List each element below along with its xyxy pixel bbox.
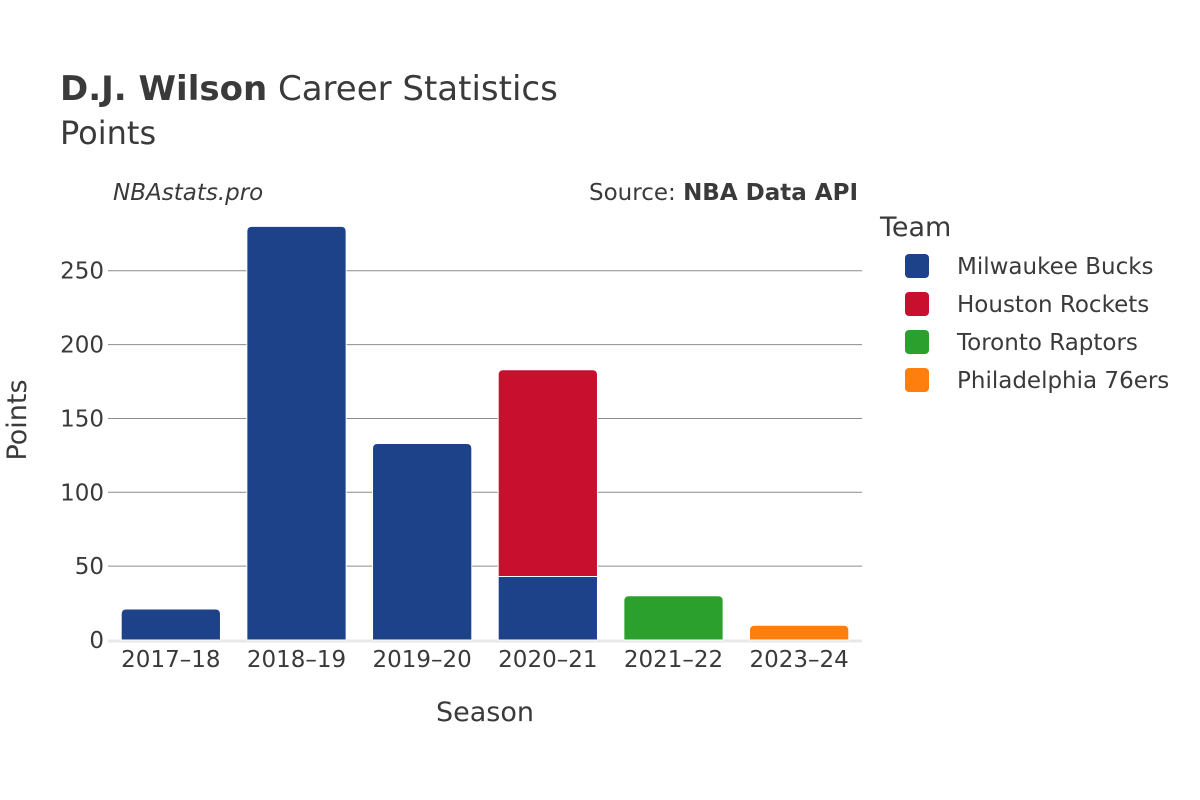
y-tick-label: 200 [60,333,104,359]
y-tick-label: 0 [89,628,104,654]
chart-subtitle: Points [60,114,156,152]
y-tick-labels: 0 50 100 150 200 250 [60,259,104,654]
y-tick-label: 250 [60,259,104,285]
x-tick-label: 2021–22 [624,647,723,673]
bar-2020–21-milwaukee-bucks [497,575,598,641]
legend-swatch [905,330,929,354]
grid-lines [108,270,862,643]
source-name: NBA Data API [683,180,858,206]
legend-label: Houston Rockets [957,292,1149,318]
bar-2021–22-toronto-raptors [623,595,724,641]
legend: Milwaukee Bucks Houston Rockets Toronto Ra… [905,254,1169,394]
legend-swatch [905,292,929,316]
x-tick-labels: 2017–18 2018–19 2019–20 2020–21 2021–22 2023–… [121,647,849,673]
bar-2017–18-milwaukee-bucks [120,608,221,641]
legend-swatch [905,368,929,392]
title-rest: Career Statistics [267,69,558,109]
bar-2019–20-milwaukee-bucks [372,443,473,641]
bars [120,225,850,641]
y-tick-label: 50 [75,554,104,580]
source-prefix: Source: [589,180,683,206]
legend-label: Milwaukee Bucks [957,254,1154,280]
legend-label: Philadelphia 76ers [957,368,1169,394]
bar-2023–24-philadelphia-76ers [749,624,850,641]
bar-2020–21-houston-rockets [497,369,598,577]
source-credit: Source: NBA Data API [589,180,858,206]
chart-title: D.J. Wilson Career Statistics [60,69,558,109]
y-tick-label: 150 [60,406,104,432]
watermark: NBAstats.pro [113,180,263,206]
x-tick-label: 2019–20 [373,647,472,673]
x-axis-title: Season [436,697,534,728]
legend-title: Team [879,212,951,243]
x-tick-label: 2023–24 [750,647,849,673]
title-player-name: D.J. Wilson [60,69,267,109]
x-tick-label: 2018–19 [247,647,346,673]
bar-2018–19-milwaukee-bucks [246,225,347,641]
legend-label: Toronto Raptors [956,330,1138,356]
y-axis-title: Points [2,379,33,460]
x-tick-label: 2020–21 [498,647,597,673]
legend-swatch [905,254,929,278]
y-tick-label: 100 [60,480,104,506]
x-tick-label: 2017–18 [121,647,220,673]
